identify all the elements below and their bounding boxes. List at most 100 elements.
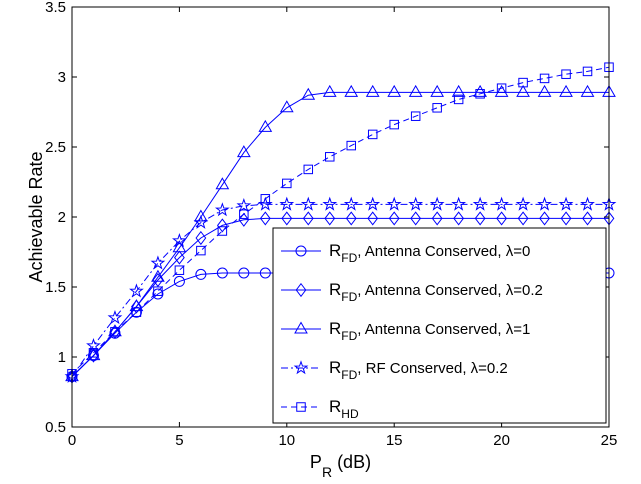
data-point [216, 267, 228, 279]
x-tick-label: 0 [68, 432, 76, 449]
data-point [496, 211, 507, 226]
data-point [537, 84, 552, 97]
data-point [153, 286, 163, 296]
y-tick-label: 2.5 [45, 139, 66, 156]
data-point [259, 267, 271, 279]
data-point [303, 164, 314, 175]
data-point [214, 202, 230, 217]
data-point [259, 211, 271, 226]
data-point [151, 269, 165, 282]
data-point [86, 348, 101, 361]
data-point [110, 327, 120, 337]
data-point [152, 288, 164, 300]
legend-marker [296, 402, 306, 412]
data-point [109, 324, 121, 339]
data-point [537, 196, 552, 211]
y-tick-label: 1 [58, 349, 66, 366]
y-tick-label: 1.5 [45, 279, 66, 296]
data-point [516, 84, 530, 97]
legend-marker [294, 321, 308, 334]
y-tick-label: 3.5 [45, 0, 66, 16]
data-point [367, 129, 378, 140]
data-point [217, 226, 228, 236]
legend-entry: RFD, RF Conserved, λ=0.2 [281, 358, 508, 382]
data-point [258, 119, 273, 132]
data-point [88, 348, 99, 358]
data-point [238, 212, 250, 227]
data-point [239, 209, 249, 219]
legend-label: RFD, Antenna Conserved, λ=1 [329, 319, 530, 343]
data-point [580, 84, 595, 97]
data-point [172, 240, 187, 253]
x-tick-label: 5 [175, 432, 183, 449]
data-point [408, 196, 424, 211]
legend-label: RFD, Antenna Conserved, λ=0.2 [329, 280, 543, 304]
y-tick-label: 0.5 [45, 419, 66, 436]
data-point [343, 196, 359, 211]
data-point [429, 196, 445, 211]
data-point [561, 69, 571, 79]
data-point [279, 100, 294, 113]
legend-label-subscript: FD [341, 251, 357, 265]
legend-label-rest: , Antenna Conserved, λ=0 [357, 243, 530, 260]
data-point [174, 265, 185, 275]
legend-marker [293, 360, 309, 375]
data-point [215, 177, 230, 190]
legend-label-rest: , Antenna Conserved, λ=1 [357, 321, 530, 338]
data-point [131, 307, 142, 317]
data-point [472, 196, 488, 211]
data-point [150, 255, 166, 270]
data-point [238, 267, 250, 279]
data-point [582, 211, 593, 226]
data-point [518, 77, 528, 88]
data-point [558, 196, 574, 211]
data-point [408, 84, 423, 97]
data-point [216, 218, 228, 233]
data-point [410, 211, 422, 226]
x-axis-title-subscript: R [322, 464, 332, 480]
data-point [194, 209, 208, 222]
data-point [365, 84, 380, 97]
data-point [281, 211, 293, 226]
data-point [367, 211, 379, 226]
data-point [474, 211, 486, 226]
data-point [324, 211, 336, 226]
legend-label: RHD [329, 397, 359, 421]
data-point [322, 84, 337, 97]
data-point [300, 196, 316, 211]
data-point [302, 211, 314, 226]
data-point [582, 66, 593, 77]
data-point [387, 84, 402, 97]
data-point [475, 89, 485, 99]
data-point [539, 73, 550, 84]
legend-label-subscript: FD [341, 368, 357, 382]
data-point [453, 211, 465, 226]
data-point [322, 196, 338, 211]
x-tick-label: 15 [386, 432, 403, 449]
legend-label: RFD, RF Conserved, λ=0.2 [329, 358, 508, 382]
y-tick-label: 2 [58, 209, 66, 226]
data-point [173, 275, 185, 287]
legend-entry: RHD [281, 397, 359, 421]
data-point [301, 87, 316, 100]
legend-entry: RFD, Antenna Conserved, λ=0.2 [281, 280, 543, 304]
legend-label-rest: , RF Conserved, λ=0.2 [357, 360, 507, 377]
data-point [432, 103, 442, 113]
legend-label-main: R [329, 280, 341, 299]
legend-entry: RFD, Antenna Conserved, λ=0 [281, 241, 530, 265]
data-point [152, 272, 164, 288]
data-point [494, 84, 509, 97]
data-point [410, 111, 421, 121]
legend-marker [295, 245, 307, 257]
legend-label-main: R [329, 358, 341, 377]
data-point [386, 196, 402, 211]
data-point [451, 196, 467, 211]
series-5 [67, 62, 614, 379]
series-line [71, 203, 609, 377]
x-tick-label: 10 [278, 432, 295, 449]
data-point [195, 268, 207, 280]
data-point [580, 196, 595, 211]
legend-label-main: R [329, 241, 341, 260]
x-axis-title-main: P [310, 452, 322, 472]
